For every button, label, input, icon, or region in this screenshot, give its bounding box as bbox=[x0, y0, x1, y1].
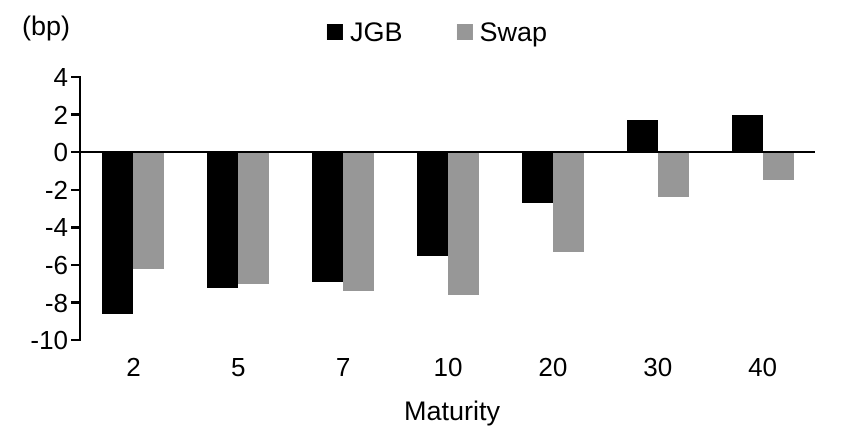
y-axis-unit-label: (bp) bbox=[22, 11, 71, 41]
bar-swap-30 bbox=[657, 152, 689, 198]
legend-label-jgb: JGB bbox=[349, 17, 403, 47]
x-tick-label-7: 7 bbox=[335, 352, 351, 382]
bar-jgb-5 bbox=[207, 152, 239, 288]
legend-item-jgb: JGB bbox=[326, 16, 403, 48]
bar-swap-40 bbox=[762, 152, 794, 181]
y-tick-label--4: -4 bbox=[44, 212, 68, 243]
bar-jgb-40 bbox=[731, 114, 763, 153]
bar-swap-10 bbox=[448, 152, 479, 296]
bar-jgb-20 bbox=[521, 152, 553, 203]
y-tick-mark bbox=[70, 75, 79, 79]
bar-jgb-2 bbox=[102, 152, 134, 314]
y-axis-line bbox=[78, 75, 81, 342]
y-tick-label-4: 4 bbox=[53, 62, 68, 92]
y-tick-label--10: -10 bbox=[30, 325, 68, 356]
y-tick-label--2: -2 bbox=[44, 174, 68, 205]
bar-swap-5 bbox=[238, 152, 270, 284]
swap-swatch-icon bbox=[456, 24, 473, 40]
x-tick-label-5: 5 bbox=[231, 352, 246, 382]
x-tick-label-2: 2 bbox=[126, 352, 141, 382]
y-tick-label-2: 2 bbox=[53, 99, 68, 130]
y-tick-mark bbox=[70, 150, 79, 154]
bar-swap-2 bbox=[133, 152, 165, 269]
x-tick-label-40: 40 bbox=[748, 352, 778, 382]
x-axis-title: Maturity bbox=[403, 396, 501, 426]
x-axis-zero-line bbox=[78, 150, 815, 154]
y-tick-mark bbox=[70, 226, 79, 229]
bar-jgb-10 bbox=[417, 152, 448, 256]
y-tick-mark bbox=[70, 188, 79, 192]
y-tick-label--8: -8 bbox=[44, 287, 68, 318]
x-tick-label-30: 30 bbox=[643, 352, 673, 382]
y-tick-mark bbox=[70, 263, 79, 267]
jgb-swatch-icon bbox=[326, 24, 343, 40]
legend-label-swap: Swap bbox=[479, 17, 548, 47]
bar-jgb-30 bbox=[626, 120, 658, 153]
y-tick-label--6: -6 bbox=[44, 250, 68, 280]
y-tick-label-0: 0 bbox=[53, 137, 68, 168]
y-tick-mark bbox=[70, 301, 79, 304]
legend-item-swap: Swap bbox=[456, 16, 547, 48]
y-tick-mark bbox=[70, 338, 79, 342]
x-tick-label-10: 10 bbox=[433, 352, 463, 382]
bar-swap-7 bbox=[343, 152, 375, 292]
bar-swap-20 bbox=[552, 152, 584, 252]
x-tick-label-20: 20 bbox=[538, 352, 568, 382]
y-tick-mark bbox=[70, 113, 79, 116]
bar-jgb-7 bbox=[312, 152, 344, 282]
legend: JGB Swap bbox=[326, 16, 547, 48]
